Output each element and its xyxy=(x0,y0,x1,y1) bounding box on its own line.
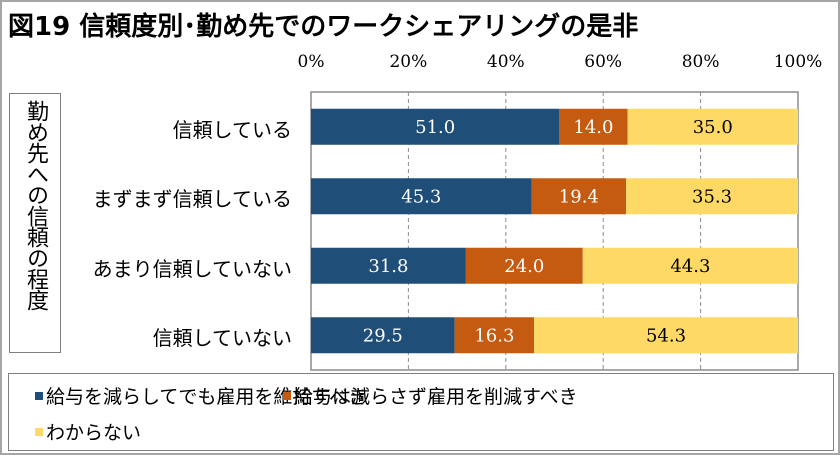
legend-swatch xyxy=(35,391,43,400)
data-label: 29.5 xyxy=(363,325,403,346)
data-label: 24.0 xyxy=(504,256,544,277)
category-label: あまり信頼していない xyxy=(92,256,292,281)
chart-title: 図19 信頼度別･勤め先でのワークシェアリングの是非 xyxy=(8,12,639,42)
bar-segment xyxy=(582,247,798,284)
bar-segment xyxy=(454,317,535,354)
y-axis-title-box: 勤め先への信頼の程度 xyxy=(9,93,61,353)
legend-item-dont-know: わからない xyxy=(35,418,141,445)
bar-segment xyxy=(311,108,560,145)
legend-swatch xyxy=(35,427,43,436)
x-tick-label: 60% xyxy=(584,52,623,72)
bar-segment xyxy=(559,108,628,145)
bar-segment xyxy=(626,178,798,215)
y-axis-title: 勤め先への信頼の程度 xyxy=(23,100,48,310)
data-label: 19.4 xyxy=(559,186,599,207)
data-label: 45.3 xyxy=(401,186,441,207)
data-label: 14.0 xyxy=(573,117,613,138)
category-label: 信頼していない xyxy=(152,326,292,351)
x-tick-label: 80% xyxy=(681,52,720,72)
bar-segment xyxy=(531,178,627,215)
data-label: 35.0 xyxy=(693,117,733,138)
bar-segment xyxy=(311,178,532,215)
data-label: 54.3 xyxy=(646,325,686,346)
x-tick-label: 0% xyxy=(297,52,325,72)
x-tick-label: 40% xyxy=(486,52,525,72)
bar-segment xyxy=(311,247,466,284)
legend: 給与を減らしてでも雇用を維持すべき 給与は減らさず雇用を削減すべき わからない xyxy=(8,373,834,451)
legend-swatch xyxy=(283,391,291,400)
data-label: 44.3 xyxy=(670,256,710,277)
data-label: 51.0 xyxy=(415,117,455,138)
bar-segment xyxy=(627,108,798,145)
bar-segment xyxy=(534,317,798,354)
legend-label: わからない xyxy=(46,422,142,444)
legend-label: 給与は減らさず雇用を削減すべき xyxy=(294,386,578,408)
data-label: 31.8 xyxy=(368,256,408,277)
bar-segment xyxy=(311,317,455,354)
legend-item-cut-employment: 給与は減らさず雇用を削減すべき xyxy=(283,382,578,409)
data-label: 35.3 xyxy=(692,186,732,207)
data-label: 16.3 xyxy=(474,325,514,346)
x-tick-label: 20% xyxy=(389,52,428,72)
bar-segment xyxy=(465,247,583,284)
x-tick-label: 100% xyxy=(773,52,823,72)
category-label: まずまず信頼している xyxy=(92,187,292,212)
category-label: 信頼している xyxy=(172,117,292,142)
